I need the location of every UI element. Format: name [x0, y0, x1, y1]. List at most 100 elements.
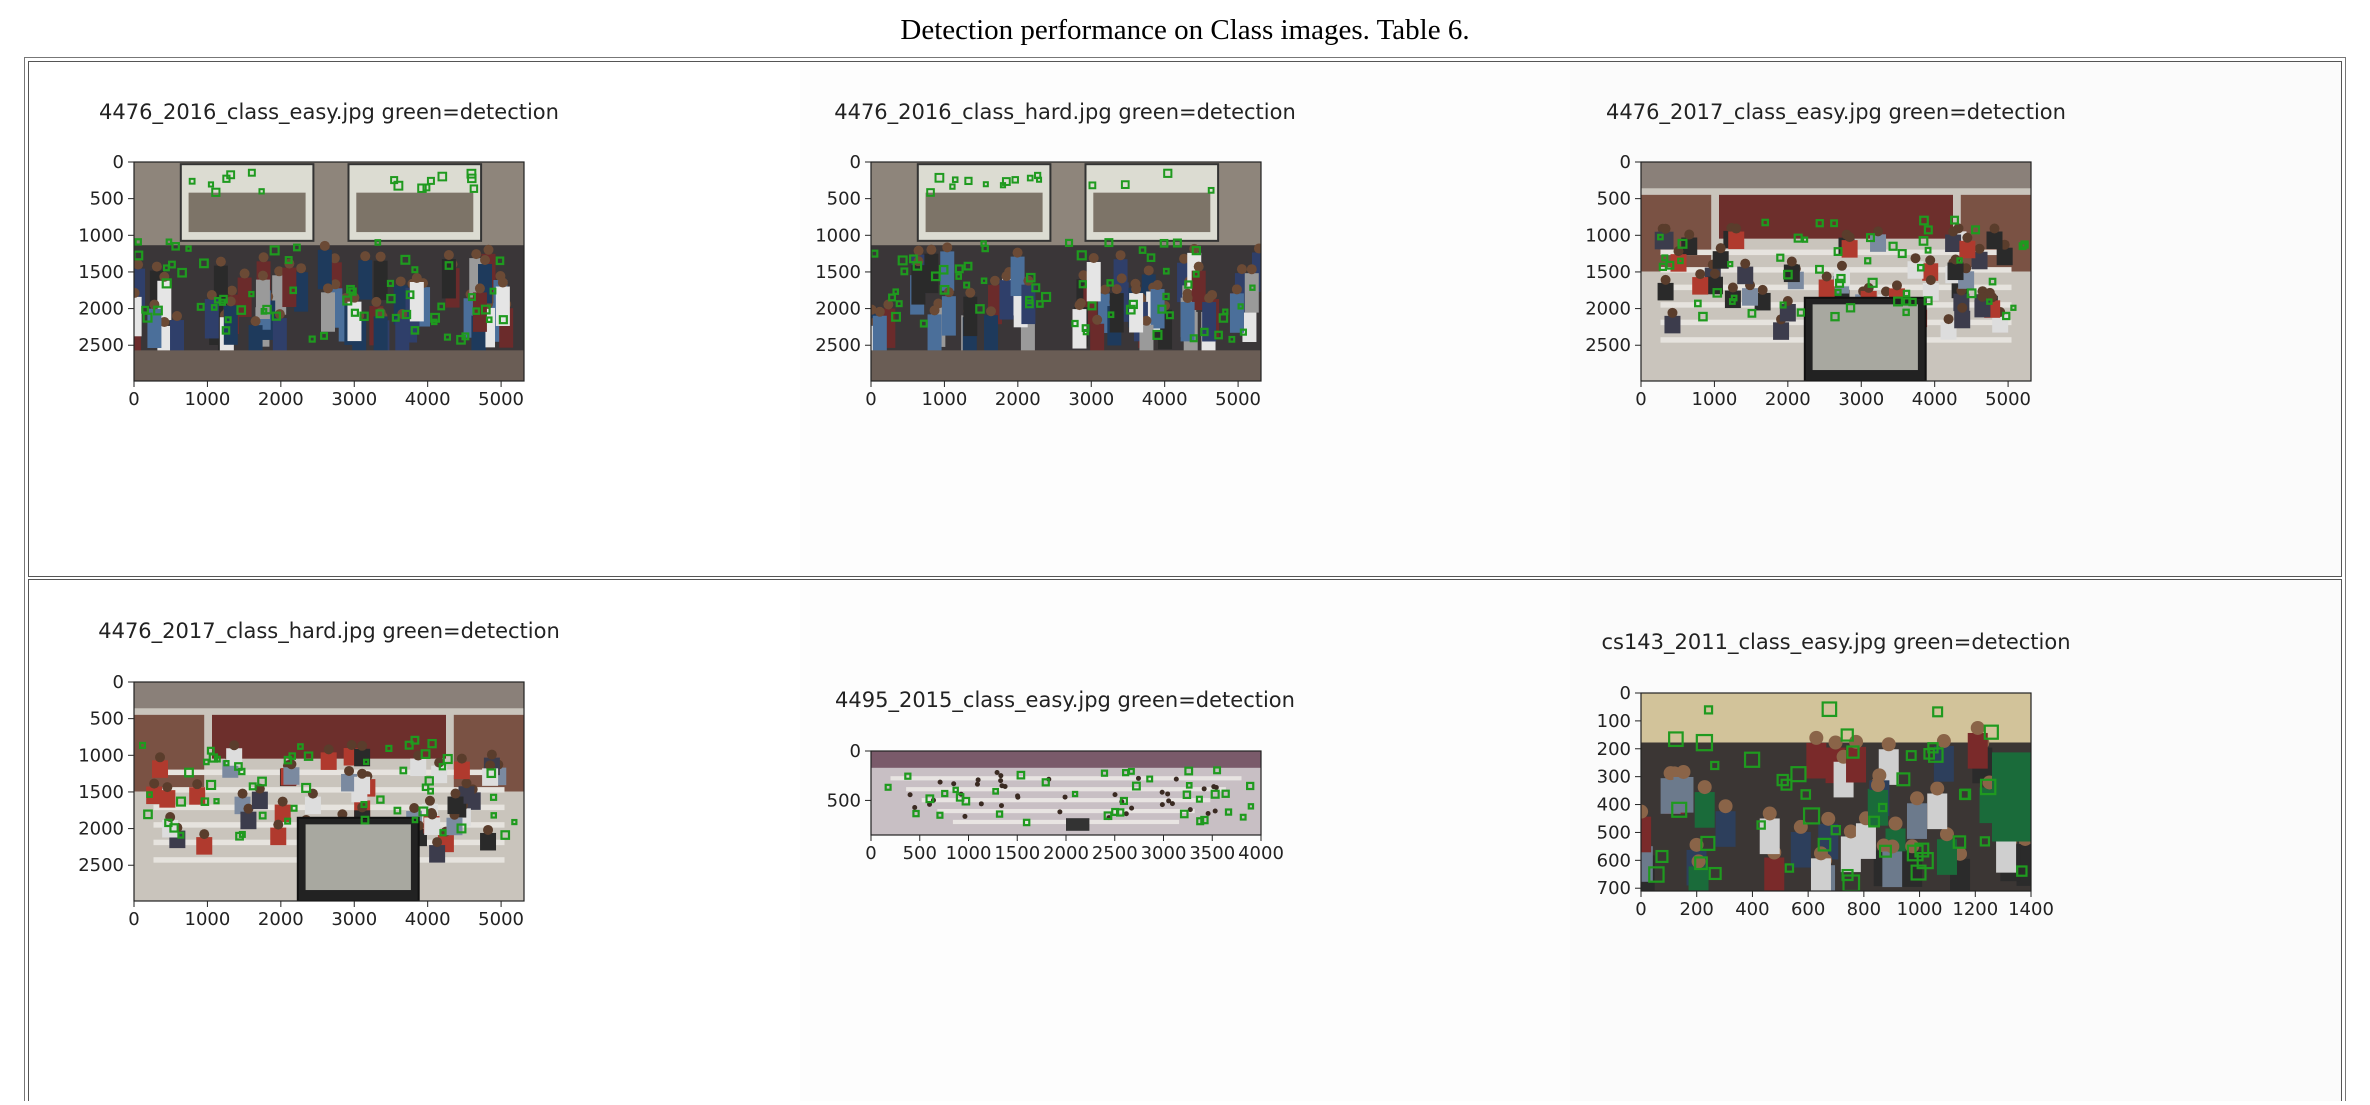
y-tick-label: 2500: [1585, 335, 1631, 356]
y-tick-label: 1000: [78, 745, 124, 766]
x-tick-label: 2500: [1092, 843, 1138, 864]
table-cell: 4476_2017_class_hard.jpg green=detection…: [29, 580, 800, 1101]
y-tick-label: 0: [113, 672, 124, 693]
plot-4476-2016-class-hard: 4476_2016_class_hard.jpg green=detection…: [815, 100, 1296, 410]
x-tick-label: 3500: [1189, 843, 1235, 864]
x-tick-label: 1400: [2008, 899, 2054, 920]
x-tick-label: 400: [1735, 899, 1769, 920]
x-tick-label: 2000: [258, 389, 304, 410]
x-tick-label: 3000: [331, 909, 377, 930]
y-tick-label: 2500: [78, 855, 124, 876]
x-tick-label: 3000: [1068, 389, 1114, 410]
x-tick-label: 5000: [478, 909, 524, 930]
table-cell: 4476_2017_class_easy.jpg green=detection…: [1570, 62, 2341, 576]
plot-4495-2015-class-easy: 4495_2015_class_easy.jpg green=detection…: [827, 688, 1295, 864]
plot-title: 4476_2017_class_hard.jpg green=detection: [98, 619, 560, 644]
x-tick-label: 1000: [185, 389, 231, 410]
x-tick-label: 2000: [1043, 843, 1089, 864]
y-tick-label: 2000: [815, 299, 861, 320]
x-tick-label: 0: [1635, 899, 1646, 920]
detection-image: [1641, 693, 2031, 891]
y-tick-label: 1000: [78, 225, 124, 246]
x-tick-label: 2000: [995, 389, 1041, 410]
x-tick-label: 500: [903, 843, 937, 864]
y-tick-label: 2500: [78, 335, 124, 356]
plot-title: 4476_2017_class_easy.jpg green=detection: [1606, 100, 2066, 125]
y-tick-label: 300: [1597, 767, 1631, 788]
y-tick-label: 1500: [815, 262, 861, 283]
plot-title: 4495_2015_class_easy.jpg green=detection: [835, 688, 1295, 713]
x-tick-label: 800: [1847, 899, 1881, 920]
y-tick-label: 0: [113, 152, 124, 173]
y-tick-label: 2000: [78, 299, 124, 320]
detection-image: [871, 162, 1261, 381]
x-tick-label: 1500: [994, 843, 1040, 864]
x-tick-label: 1000: [185, 909, 231, 930]
x-tick-label: 1000: [1897, 899, 1943, 920]
x-tick-label: 2000: [258, 909, 304, 930]
x-tick-label: 0: [128, 389, 139, 410]
y-tick-label: 2500: [815, 335, 861, 356]
y-tick-label: 1500: [78, 782, 124, 803]
plot-4476-2017-class-easy: 4476_2017_class_easy.jpg green=detection…: [1585, 100, 2066, 410]
y-tick-label: 1500: [1585, 262, 1631, 283]
plot-4476-2016-class-easy: 4476_2016_class_easy.jpg green=detection…: [78, 100, 559, 410]
y-tick-label: 2000: [78, 819, 124, 840]
y-tick-label: 500: [90, 709, 124, 730]
table-cell: 4476_2016_class_easy.jpg green=detection…: [29, 62, 800, 576]
x-tick-label: 1000: [922, 389, 968, 410]
detection-image: [134, 162, 524, 381]
y-tick-label: 1000: [815, 225, 861, 246]
x-tick-label: 4000: [405, 389, 451, 410]
table-cell: 4495_2015_class_easy.jpg green=detection…: [800, 580, 1570, 1101]
table-cell: 4476_2016_class_hard.jpg green=detection…: [800, 62, 1570, 576]
plot-title: 4476_2016_class_easy.jpg green=detection: [99, 100, 559, 125]
x-tick-label: 4000: [1238, 843, 1284, 864]
detection-image: [1641, 162, 2031, 381]
y-tick-label: 500: [1597, 189, 1631, 210]
x-tick-label: 3000: [331, 389, 377, 410]
x-tick-label: 0: [865, 389, 876, 410]
x-tick-label: 1000: [946, 843, 992, 864]
x-tick-label: 5000: [478, 389, 524, 410]
y-tick-label: 200: [1597, 739, 1631, 760]
y-tick-label: 100: [1597, 711, 1631, 732]
x-tick-label: 600: [1791, 899, 1825, 920]
y-tick-label: 500: [90, 189, 124, 210]
x-tick-label: 1200: [1952, 899, 1998, 920]
figure-caption: Detection performance on Class images. T…: [900, 14, 1470, 46]
y-tick-label: 400: [1597, 795, 1631, 816]
plot-title: 4476_2016_class_hard.jpg green=detection: [834, 100, 1296, 125]
table-row-1: 4476_2016_class_easy.jpg green=detection…: [28, 61, 2342, 577]
plot-title: cs143_2011_class_easy.jpg green=detectio…: [1601, 630, 2070, 655]
figure-table-frame: [24, 57, 2346, 1101]
y-tick-label: 500: [827, 189, 861, 210]
y-tick-label: 0: [1620, 152, 1631, 173]
x-tick-label: 5000: [1215, 389, 1261, 410]
plot-cs143-2011-class-easy: cs143_2011_class_easy.jpg green=detectio…: [1597, 630, 2071, 920]
x-tick-label: 4000: [405, 909, 451, 930]
table-row-2: 4476_2017_class_hard.jpg green=detection…: [28, 579, 2342, 1101]
x-tick-label: 4000: [1142, 389, 1188, 410]
detection-image: [871, 751, 1261, 835]
plot-4476-2017-class-hard: 4476_2017_class_hard.jpg green=detection…: [78, 619, 560, 930]
detection-image: [134, 682, 524, 901]
x-tick-label: 200: [1680, 899, 1714, 920]
y-tick-label: 500: [827, 790, 861, 811]
table-cell: cs143_2011_class_easy.jpg green=detectio…: [1570, 580, 2341, 1101]
x-tick-label: 5000: [1985, 389, 2031, 410]
x-tick-label: 4000: [1912, 389, 1958, 410]
x-tick-label: 0: [1635, 389, 1646, 410]
y-tick-label: 2000: [1585, 299, 1631, 320]
y-tick-label: 500: [1597, 822, 1631, 843]
y-tick-label: 0: [1620, 683, 1631, 704]
y-tick-label: 700: [1597, 878, 1631, 899]
x-tick-label: 3000: [1838, 389, 1884, 410]
x-tick-label: 1000: [1692, 389, 1738, 410]
x-tick-label: 2000: [1765, 389, 1811, 410]
x-tick-label: 0: [128, 909, 139, 930]
y-tick-label: 1000: [1585, 225, 1631, 246]
y-tick-label: 600: [1597, 850, 1631, 871]
x-tick-label: 0: [865, 843, 876, 864]
y-tick-label: 0: [850, 741, 861, 762]
